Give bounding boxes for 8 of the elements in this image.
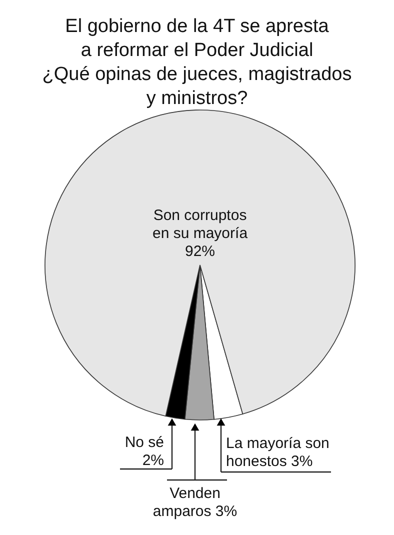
slice-label: Son corruptos en su mayoría — [152, 207, 248, 242]
pie-slice — [44, 110, 356, 417]
data-label: 92% — [184, 243, 216, 260]
data-label: 2% — [142, 452, 164, 469]
chart-title: El gobierno de la 4T se apresta a reformar el Poder Judicial ¿Qué opinas de jueces, magistrados y ministros? — [42, 16, 352, 109]
legend-label: No sé — [124, 434, 164, 451]
slice-label: Venden amparos 3% — [152, 485, 238, 520]
slice-label: La mayoría son honestos 3% — [226, 435, 330, 470]
